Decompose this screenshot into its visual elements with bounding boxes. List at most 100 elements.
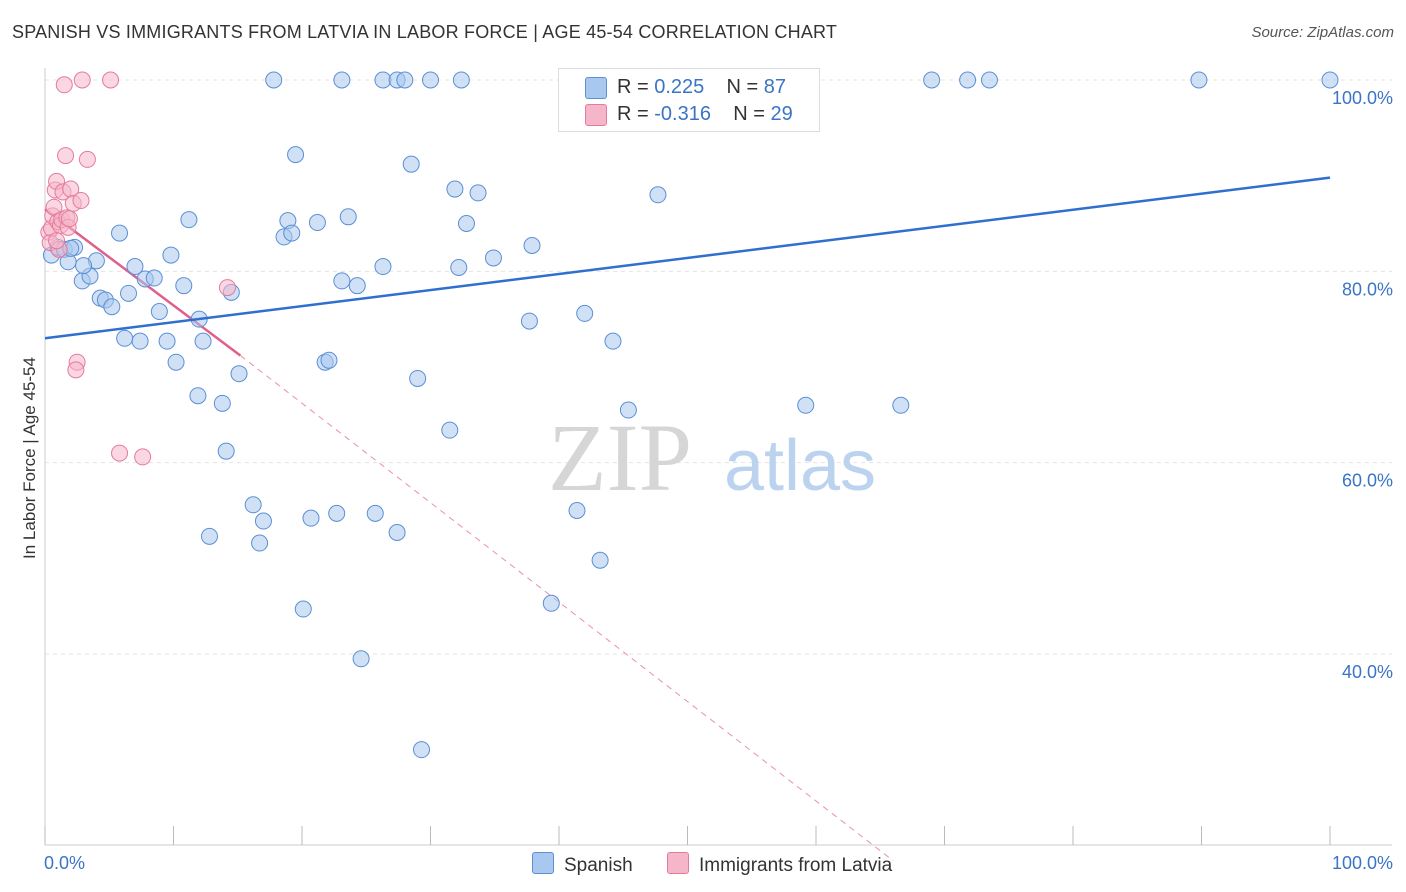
spanish-point [413, 741, 431, 759]
spanish-point [339, 208, 357, 226]
source-label: Source: ZipAtlas.com [1251, 24, 1394, 41]
spanish-point [374, 71, 392, 89]
spanish-point [923, 71, 941, 89]
spanish-point [409, 369, 427, 387]
spanish-point [457, 215, 475, 232]
spanish-point [265, 71, 283, 89]
spanish-trend-line [44, 176, 1331, 340]
spanish-point [194, 332, 212, 350]
latvia-point [134, 448, 152, 466]
spanish-point [619, 401, 637, 419]
spanish-point [892, 396, 910, 414]
spanish-point [294, 600, 312, 618]
spanish-point [180, 211, 198, 229]
spanish-point [450, 259, 468, 277]
spanish-point [374, 258, 392, 276]
spanish-point [167, 353, 185, 371]
spanish-point [213, 394, 231, 412]
tick-labels: 40.0% 60.0% 80.0% 100.0% 0.0% 100.0% [44, 88, 1393, 873]
spanish-point [150, 303, 168, 321]
spanish-point [348, 277, 366, 295]
spanish-point [175, 277, 193, 295]
spanish-point [568, 502, 586, 519]
trend-spanish [44, 176, 1331, 340]
spanish-point [230, 365, 248, 383]
legend-r-value: 0.225 [654, 76, 705, 98]
spanish-point [103, 298, 121, 316]
spanish-point [145, 269, 163, 287]
spanish-point [366, 504, 384, 522]
watermark: ZIP atlas [548, 404, 876, 511]
spanish-point [333, 272, 351, 290]
spanish-point [200, 527, 218, 545]
spanish-point [1190, 71, 1208, 89]
spanish-point [162, 246, 180, 264]
legend-swatch-spanish [532, 852, 554, 874]
spanish-point [446, 180, 464, 198]
spanish-point [244, 496, 262, 514]
latvia-point [218, 279, 236, 297]
spanish-point [402, 155, 420, 173]
legend-r-value: -0.316 [654, 103, 711, 125]
spanish-point [333, 71, 351, 89]
spanish-point [1321, 71, 1339, 89]
spanish-point [649, 186, 667, 204]
spanish-point [189, 387, 207, 405]
latvia-trend-extension [240, 355, 894, 862]
spanish-point [352, 650, 370, 668]
spanish-point [542, 594, 560, 612]
x-tick-label: 0.0% [44, 853, 85, 873]
grid-lines [45, 79, 1392, 655]
trend-latvia [44, 208, 894, 862]
latvia-point [111, 444, 129, 462]
spanish-point [217, 442, 235, 460]
y-axis-label: In Labor Force | Age 45-54 [20, 357, 39, 559]
spanish-point [520, 312, 538, 330]
spanish-point [320, 351, 338, 369]
legend-n-value: 87 [763, 76, 787, 98]
spanish-point [283, 224, 301, 242]
spanish-point [328, 504, 346, 522]
spanish-point [251, 534, 269, 552]
legend-item-latvia: Immigrants from Latvia [667, 852, 892, 877]
y-tick-label: 80.0% [1342, 279, 1393, 299]
latvia-point [73, 71, 91, 89]
spanish-point [111, 224, 129, 242]
spanish-point [523, 237, 541, 255]
legend-n-label: N = [726, 76, 759, 98]
spanish-point [126, 258, 144, 276]
y-tick-label: 40.0% [1342, 662, 1393, 682]
axes [44, 68, 1392, 846]
latvia-point [60, 210, 78, 228]
y-tick-label: 60.0% [1342, 471, 1393, 491]
spanish-point [75, 257, 93, 275]
legend-swatch-spanish [585, 77, 607, 99]
legend-r-label: R = [617, 103, 649, 125]
spanish-point [576, 304, 594, 322]
spanish-point [287, 146, 305, 164]
spanish-point [308, 214, 326, 232]
spanish-point [441, 421, 459, 439]
spanish-point [469, 184, 487, 202]
spanish-point [797, 396, 815, 414]
spanish-point [116, 329, 134, 347]
points-latvia [40, 71, 236, 466]
watermark-zip: ZIP [548, 404, 692, 511]
legend-swatch-latvia [585, 104, 607, 126]
spanish-point [254, 512, 272, 530]
spanish-point [131, 332, 149, 350]
latvia-point [78, 150, 96, 168]
legend-swatch-latvia [667, 852, 689, 874]
spanish-point [604, 332, 622, 350]
latvia-point [102, 71, 120, 89]
latvia-point [67, 361, 85, 379]
legend-r-label: R = [617, 76, 649, 98]
legend-item-spanish: Spanish [532, 852, 633, 877]
spanish-point [302, 509, 320, 527]
spanish-point [484, 249, 502, 267]
latvia-point [48, 232, 66, 250]
y-tick-label: 100.0% [1332, 88, 1393, 108]
spanish-point [422, 71, 439, 89]
legend-label-spanish: Spanish [564, 855, 633, 876]
